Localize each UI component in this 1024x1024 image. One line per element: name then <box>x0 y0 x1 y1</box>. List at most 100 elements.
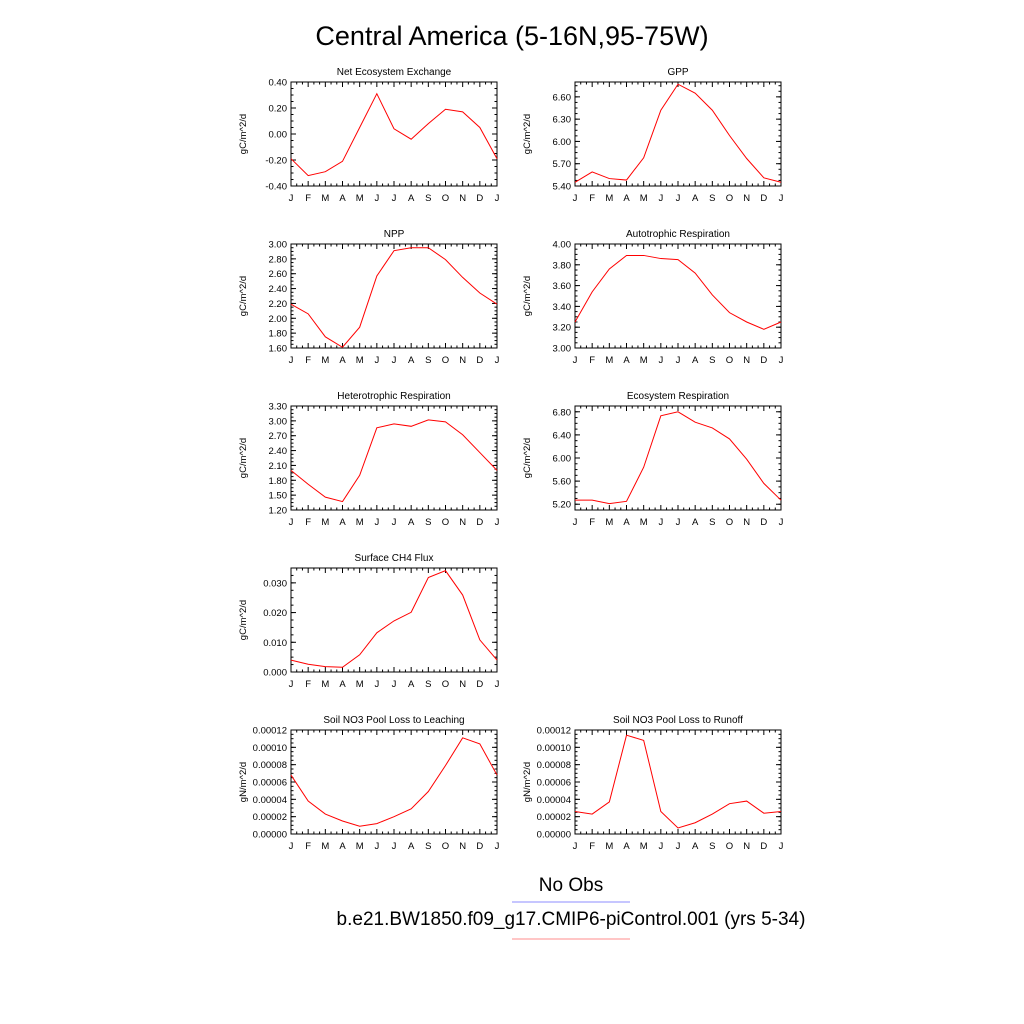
x-tick-label: S <box>709 517 715 528</box>
series-line-ecosystem-respiration <box>575 411 782 505</box>
y-tick-label: 0.00006 <box>537 778 571 789</box>
y-tick-label: 1.50 <box>269 491 288 502</box>
x-tick-label: J <box>392 841 397 852</box>
x-tick-label: A <box>339 193 346 204</box>
x-tick-label: O <box>726 517 733 528</box>
x-tick-label: D <box>476 517 483 528</box>
x-tick-label: J <box>374 193 379 204</box>
y-tick-label: 3.80 <box>553 260 572 271</box>
x-tick-label: F <box>305 841 311 852</box>
x-tick-label: D <box>476 679 483 690</box>
x-tick-label: J <box>779 841 784 852</box>
y-tick-label: 0.000 <box>263 668 287 679</box>
y-tick-label: 6.60 <box>553 92 572 103</box>
x-tick-label: J <box>495 355 500 366</box>
x-tick-label: A <box>339 679 346 690</box>
x-tick-label: O <box>442 841 449 852</box>
y-tick-label: -0.40 <box>265 182 287 193</box>
x-tick-label: M <box>356 517 364 528</box>
x-tick-label: O <box>442 355 449 366</box>
series-line-soil-no3-pool-loss-to-runoff <box>574 734 782 829</box>
x-tick-label: J <box>676 517 681 528</box>
x-tick-label: J <box>676 841 681 852</box>
x-tick-label: N <box>743 517 750 528</box>
x-tick-label: J <box>289 841 294 852</box>
y-tick-label: 3.00 <box>553 344 572 355</box>
x-tick-label: J <box>374 517 379 528</box>
x-tick-label: S <box>709 355 715 366</box>
x-tick-label: A <box>408 355 415 366</box>
series-line-autotrophic-respiration <box>574 254 782 330</box>
x-tick-label: J <box>658 517 663 528</box>
plot-frame <box>290 729 498 835</box>
y-axis-label: gC/m^2/d <box>238 114 249 154</box>
x-tick-label: A <box>692 355 699 366</box>
x-tick-label: O <box>442 193 449 204</box>
plot-frame <box>574 729 782 835</box>
x-tick-label: N <box>743 355 750 366</box>
x-tick-label: O <box>442 517 449 528</box>
x-tick-label: J <box>573 517 578 528</box>
y-tick-label: 6.40 <box>553 430 572 441</box>
x-tick-label: M <box>605 355 613 366</box>
x-tick-label: N <box>459 841 466 852</box>
x-tick-label: F <box>589 193 595 204</box>
y-tick-label: 3.00 <box>269 416 288 427</box>
y-tick-label: 0.00002 <box>537 812 571 823</box>
y-tick-label: 0.020 <box>263 608 287 619</box>
x-tick-label: J <box>289 193 294 204</box>
x-tick-label: D <box>760 517 767 528</box>
x-tick-label: J <box>495 679 500 690</box>
panel-title: NPP <box>384 229 405 240</box>
x-tick-label: J <box>289 679 294 690</box>
x-tick-label: J <box>658 355 663 366</box>
x-tick-label: N <box>459 517 466 528</box>
y-tick-label: 2.80 <box>269 254 288 265</box>
x-tick-label: J <box>573 355 578 366</box>
panel-title: Soil NO3 Pool Loss to Leaching <box>323 715 464 726</box>
x-tick-label: J <box>676 355 681 366</box>
x-tick-label: M <box>321 841 329 852</box>
x-tick-label: J <box>658 193 663 204</box>
series-line-soil-no3-pool-loss-to-leaching <box>290 737 498 827</box>
y-axis-label: gC/m^2/d <box>522 276 533 316</box>
y-tick-label: 2.10 <box>269 461 288 472</box>
y-tick-label: 0.00002 <box>253 812 287 823</box>
y-tick-label: 0.20 <box>269 104 288 115</box>
y-tick-label: 0.00004 <box>253 795 287 806</box>
x-tick-label: M <box>605 841 613 852</box>
y-tick-label: 4.00 <box>553 240 572 251</box>
x-tick-label: F <box>305 517 311 528</box>
x-tick-label: J <box>392 679 397 690</box>
y-tick-label: 3.20 <box>553 323 572 334</box>
x-tick-label: J <box>392 355 397 366</box>
x-tick-label: A <box>339 355 346 366</box>
x-tick-label: O <box>726 355 733 366</box>
series-line-surface-ch4-flux <box>290 570 498 668</box>
x-tick-label: J <box>289 355 294 366</box>
x-tick-label: S <box>425 841 431 852</box>
x-tick-label: J <box>374 679 379 690</box>
panel-title: Surface CH4 Flux <box>355 553 434 564</box>
x-tick-label: J <box>374 841 379 852</box>
x-tick-label: A <box>339 841 346 852</box>
x-tick-label: S <box>709 841 715 852</box>
x-tick-label: J <box>374 355 379 366</box>
panel-title: Soil NO3 Pool Loss to Runoff <box>613 715 743 726</box>
y-tick-label: 6.00 <box>553 137 572 148</box>
x-tick-label: D <box>476 355 483 366</box>
plot-frame <box>290 567 498 673</box>
x-tick-label: A <box>623 355 630 366</box>
x-tick-label: A <box>692 193 699 204</box>
y-tick-label: 6.30 <box>553 115 572 126</box>
x-tick-label: J <box>779 355 784 366</box>
x-tick-label: N <box>459 679 466 690</box>
x-tick-label: F <box>305 355 311 366</box>
x-tick-label: M <box>640 841 648 852</box>
